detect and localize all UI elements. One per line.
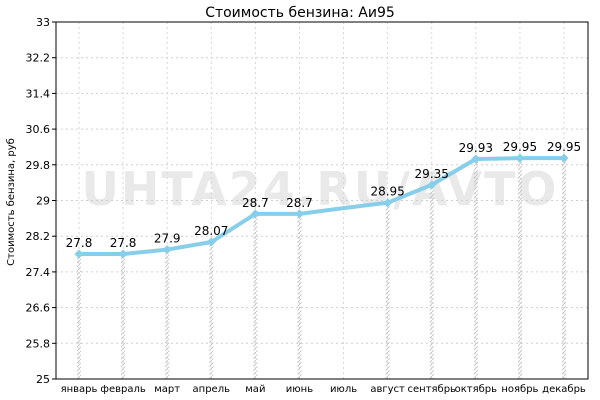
drop-line xyxy=(165,249,170,379)
y-tick-label: 25 xyxy=(36,373,50,386)
data-point xyxy=(427,180,437,190)
drop-line xyxy=(429,184,434,379)
x-tick-label: июнь xyxy=(286,384,313,395)
x-tick-label: август xyxy=(370,384,405,395)
y-tick-label: 29 xyxy=(36,195,50,208)
x-tick-label: май xyxy=(245,384,265,395)
data-point xyxy=(118,249,128,259)
x-tick-label: июль xyxy=(330,384,357,395)
y-tick-label: 31.4 xyxy=(26,87,51,100)
x-tick-label: ноябрь xyxy=(501,384,538,395)
data-point xyxy=(162,245,172,255)
drop-line xyxy=(385,202,390,379)
plot-area-frame xyxy=(55,21,589,380)
drop-lines xyxy=(77,158,566,379)
drop-line xyxy=(517,158,522,379)
y-tick-label: 32.2 xyxy=(26,52,51,65)
data-label: 29.95 xyxy=(503,140,537,154)
y-tick-label: 33 xyxy=(36,16,50,29)
y-tick-label: 27.4 xyxy=(26,266,51,279)
drop-line xyxy=(562,158,566,379)
chart-title: Стоимость бензина: Аи95 xyxy=(205,5,395,21)
data-point xyxy=(471,154,481,164)
x-tick-label: март xyxy=(154,384,180,395)
drop-line xyxy=(473,158,478,379)
y-tick-label: 28.2 xyxy=(26,230,51,243)
x-tick-label: декабрь xyxy=(542,384,586,395)
drop-line xyxy=(209,242,214,379)
data-label: 28.7 xyxy=(286,196,313,210)
data-point xyxy=(383,198,393,208)
drop-line xyxy=(297,213,302,379)
data-point xyxy=(294,209,304,219)
data-label: 28.7 xyxy=(242,196,269,210)
data-label: 29.93 xyxy=(459,141,493,155)
y-tick-label: 30.6 xyxy=(26,123,51,136)
y-axis-label: Стоимость бензина, руб xyxy=(6,138,17,266)
series-layer xyxy=(74,153,569,259)
y-tick-label: 25.8 xyxy=(26,337,51,350)
x-tick-label: сентябрь xyxy=(408,384,457,395)
x-tick-label: февраль xyxy=(100,384,145,395)
x-tick-label: октябрь xyxy=(455,384,498,395)
data-label: 27.9 xyxy=(154,232,181,246)
y-tick-label: 26.6 xyxy=(26,302,51,315)
data-label: 28.95 xyxy=(370,185,404,199)
data-point xyxy=(250,209,260,219)
series-line xyxy=(79,156,564,257)
data-point xyxy=(74,249,84,259)
x-tick-label: январь xyxy=(61,384,98,395)
drop-line xyxy=(77,254,81,379)
drop-line xyxy=(253,213,258,379)
axes: 33 32.2 31.4 30.6 29.8 29 28.2 27.4 26.6 25.8 25 ян… xyxy=(26,16,589,395)
data-point xyxy=(515,153,525,163)
data-labels: 27.8 27.8 27.9 28.07 28.7 28.7 28.95 29.35 29.93… xyxy=(66,140,582,250)
watermark-text: UHTA24.RU/AVTO xyxy=(82,162,559,216)
data-label: 29.95 xyxy=(547,140,581,154)
data-point xyxy=(559,153,569,163)
x-tick-label: апрель xyxy=(193,384,231,395)
data-label: 27.8 xyxy=(110,236,137,250)
data-label: 28.07 xyxy=(194,224,228,238)
data-label: 29.35 xyxy=(415,167,449,181)
data-point xyxy=(206,237,216,247)
data-label: 27.8 xyxy=(66,236,93,250)
y-tick-label: 29.8 xyxy=(26,159,51,172)
drop-line xyxy=(121,254,126,379)
